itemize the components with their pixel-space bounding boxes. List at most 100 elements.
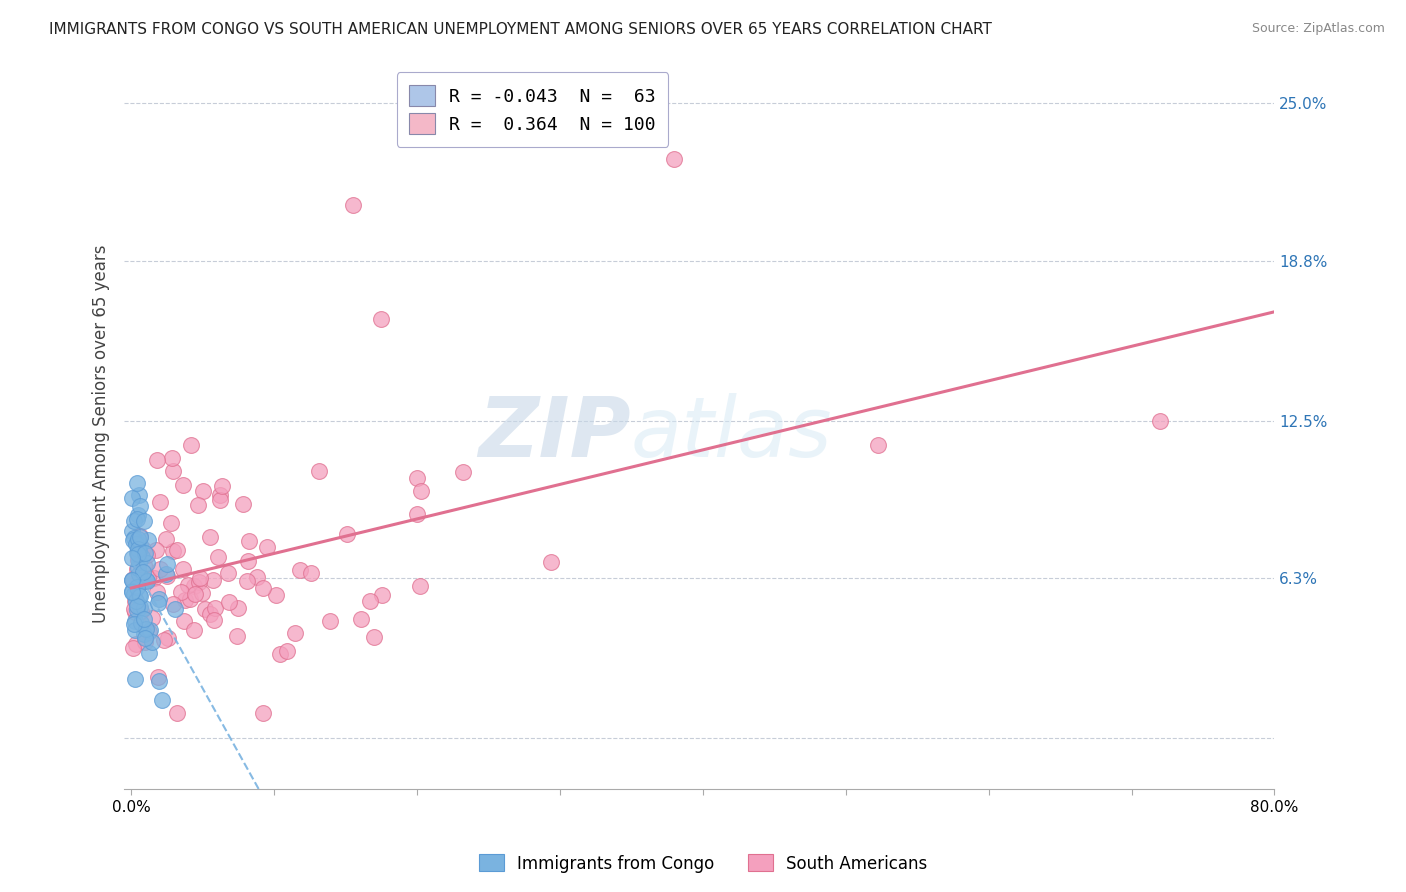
Legend: R = -0.043  N =  63, R =  0.364  N = 100: R = -0.043 N = 63, R = 0.364 N = 100 (396, 72, 668, 146)
Point (136, 574, 159, 589)
Point (127, 508, 149, 522)
Point (183, 623, 205, 637)
Point (187, 574, 209, 589)
Point (156, 558, 179, 572)
Point (122, 533, 145, 547)
Point (141, 611, 163, 625)
Point (124, 605, 146, 619)
Point (127, 533, 149, 547)
Point (139, 624, 162, 638)
Point (236, 554, 259, 568)
Point (121, 550, 143, 565)
Point (148, 596, 170, 610)
Point (156, 569, 179, 583)
Point (121, 573, 143, 587)
Point (121, 491, 143, 505)
Point (127, 553, 149, 567)
Point (204, 600, 226, 615)
Point (179, 591, 201, 606)
Point (194, 602, 217, 616)
Point (146, 585, 169, 599)
Point (190, 586, 212, 600)
Point (162, 544, 184, 558)
Point (866, 438, 889, 452)
Point (148, 592, 170, 607)
Text: IMMIGRANTS FROM CONGO VS SOUTH AMERICAN UNEMPLOYMENT AMONG SENIORS OVER 65 YEARS: IMMIGRANTS FROM CONGO VS SOUTH AMERICAN … (49, 22, 993, 37)
Y-axis label: Unemployment Among Seniors over 65 years: Unemployment Among Seniors over 65 years (93, 244, 110, 623)
Point (208, 492, 231, 507)
Point (132, 565, 155, 579)
Point (145, 542, 167, 557)
Point (173, 593, 195, 607)
Text: atlas: atlas (630, 392, 832, 474)
Point (191, 483, 214, 498)
Point (187, 498, 209, 512)
Point (207, 549, 229, 564)
Point (217, 566, 239, 581)
Point (134, 635, 156, 649)
Point (172, 562, 194, 576)
Point (128, 529, 150, 543)
Point (183, 587, 205, 601)
Point (124, 594, 146, 608)
Point (134, 558, 156, 573)
Point (148, 674, 170, 689)
Point (127, 535, 149, 549)
Point (122, 587, 145, 601)
Point (256, 540, 278, 554)
Point (188, 571, 211, 585)
Point (155, 567, 177, 582)
Point (129, 538, 152, 552)
Point (180, 438, 202, 452)
Point (200, 530, 222, 544)
Point (208, 488, 231, 502)
Point (125, 512, 148, 526)
Point (211, 479, 233, 493)
Point (124, 623, 146, 637)
Point (127, 544, 149, 558)
Point (129, 600, 152, 615)
Point (370, 588, 392, 602)
Legend: Immigrants from Congo, South Americans: Immigrants from Congo, South Americans (472, 847, 934, 880)
Point (134, 546, 156, 560)
Point (409, 579, 432, 593)
Point (124, 537, 146, 551)
Point (173, 614, 195, 628)
Point (125, 546, 148, 560)
Point (218, 595, 240, 609)
Point (451, 466, 474, 480)
Point (138, 624, 160, 639)
Point (129, 549, 152, 563)
Point (134, 631, 156, 645)
Point (160, 516, 183, 530)
Point (127, 580, 149, 594)
Point (411, 483, 433, 498)
Point (134, 574, 156, 588)
Point (141, 635, 163, 649)
Point (142, 571, 165, 585)
Point (125, 594, 148, 608)
Point (264, 589, 287, 603)
Point (121, 524, 143, 538)
Point (135, 556, 157, 570)
Point (183, 579, 205, 593)
Point (128, 556, 150, 570)
Point (163, 602, 186, 616)
Point (370, 312, 392, 326)
Point (166, 543, 188, 558)
Point (153, 632, 176, 647)
Point (134, 627, 156, 641)
Point (125, 475, 148, 490)
Point (122, 602, 145, 616)
Point (138, 646, 160, 660)
Text: ZIP: ZIP (478, 392, 630, 474)
Point (288, 563, 311, 577)
Point (228, 600, 250, 615)
Point (319, 615, 342, 629)
Point (146, 453, 169, 467)
Point (135, 622, 157, 636)
Point (172, 477, 194, 491)
Point (160, 451, 183, 466)
Point (363, 630, 385, 644)
Point (125, 637, 148, 651)
